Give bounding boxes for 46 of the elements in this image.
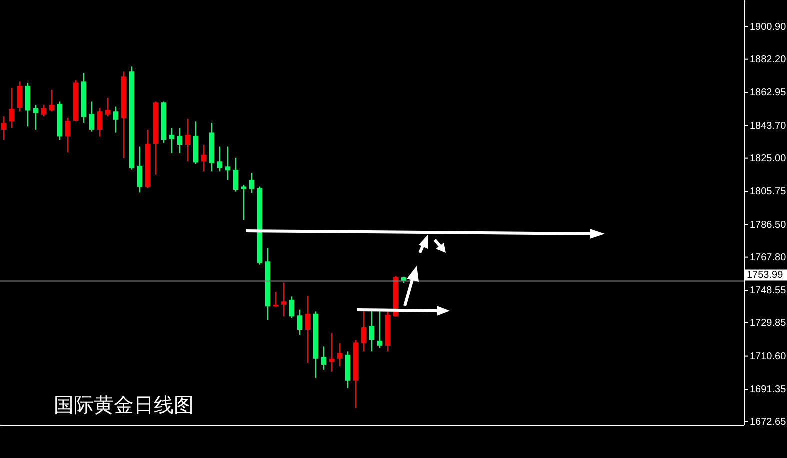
candlestick [250,172,254,194]
y-tick-label: 1767.80 [750,252,787,264]
candlestick [218,146,222,172]
candlestick [50,89,54,112]
y-tick-label: 1691.35 [750,384,787,396]
y-tick-label: 1825.00 [750,153,787,164]
candlestick [98,107,102,138]
candlestick [306,295,310,364]
y-tick-label: 1862.95 [750,88,787,99]
candlestick [138,146,142,194]
candlestick [42,104,46,118]
candlestick [18,81,22,112]
candlestick [370,309,374,352]
candlestick [290,296,294,319]
y-tick-label: 1672.65 [750,416,787,428]
candlestick [234,157,238,192]
y-tick-label: 1786.50 [750,220,787,231]
candlestick [90,101,94,132]
candlestick [178,128,182,154]
candlestick [10,87,14,129]
candlestick [338,342,342,368]
candlestick [322,346,326,370]
y-tick-label: 1710.60 [750,351,787,362]
y-tick-label: 1805.75 [750,186,787,198]
candlestick [362,309,366,352]
ref-line-label: 1753.99 [747,270,784,282]
candlestick [330,332,334,372]
candlestick [282,282,286,318]
y-tick-label: 1729.85 [750,318,787,329]
candlestick [378,309,382,349]
y-tick-label: 1843.70 [750,120,787,132]
candlestick [170,128,174,154]
candlestick [186,118,190,162]
candlestick [106,97,110,118]
candlestick [34,104,38,130]
annotation: 国际黄金日线图 [54,392,194,419]
candlestick [226,146,230,180]
candlestick [202,144,206,172]
y-tick-label: 1900.90 [750,22,787,33]
candlestick [298,309,302,336]
candlestick [114,106,118,134]
candlestick [2,116,6,140]
candlestick [242,184,246,220]
y-tick-label: 1748.55 [750,286,787,297]
candlestick [66,118,70,154]
y-tick-label: 1882.20 [750,54,787,66]
